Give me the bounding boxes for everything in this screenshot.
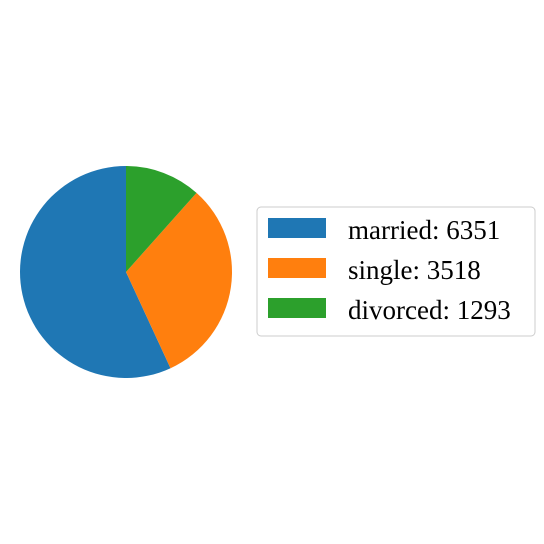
chart-legend: married: 6351 single: 3518 divorced: 129… — [256, 206, 536, 337]
legend-swatch-married — [268, 218, 326, 238]
pie-slice-single — [126, 192, 233, 369]
pie-slice-divorced — [126, 166, 197, 272]
legend-swatch-single — [268, 258, 326, 278]
pie-slice-married — [20, 166, 171, 378]
legend-frame — [256, 206, 536, 337]
legend-label-divorced: divorced: 1293 — [348, 295, 511, 325]
pie-slices — [20, 166, 233, 378]
legend-swatch-divorced — [268, 298, 326, 318]
legend-label-single: single: 3518 — [348, 255, 481, 285]
legend-label-married: married: 6351 — [348, 215, 500, 245]
